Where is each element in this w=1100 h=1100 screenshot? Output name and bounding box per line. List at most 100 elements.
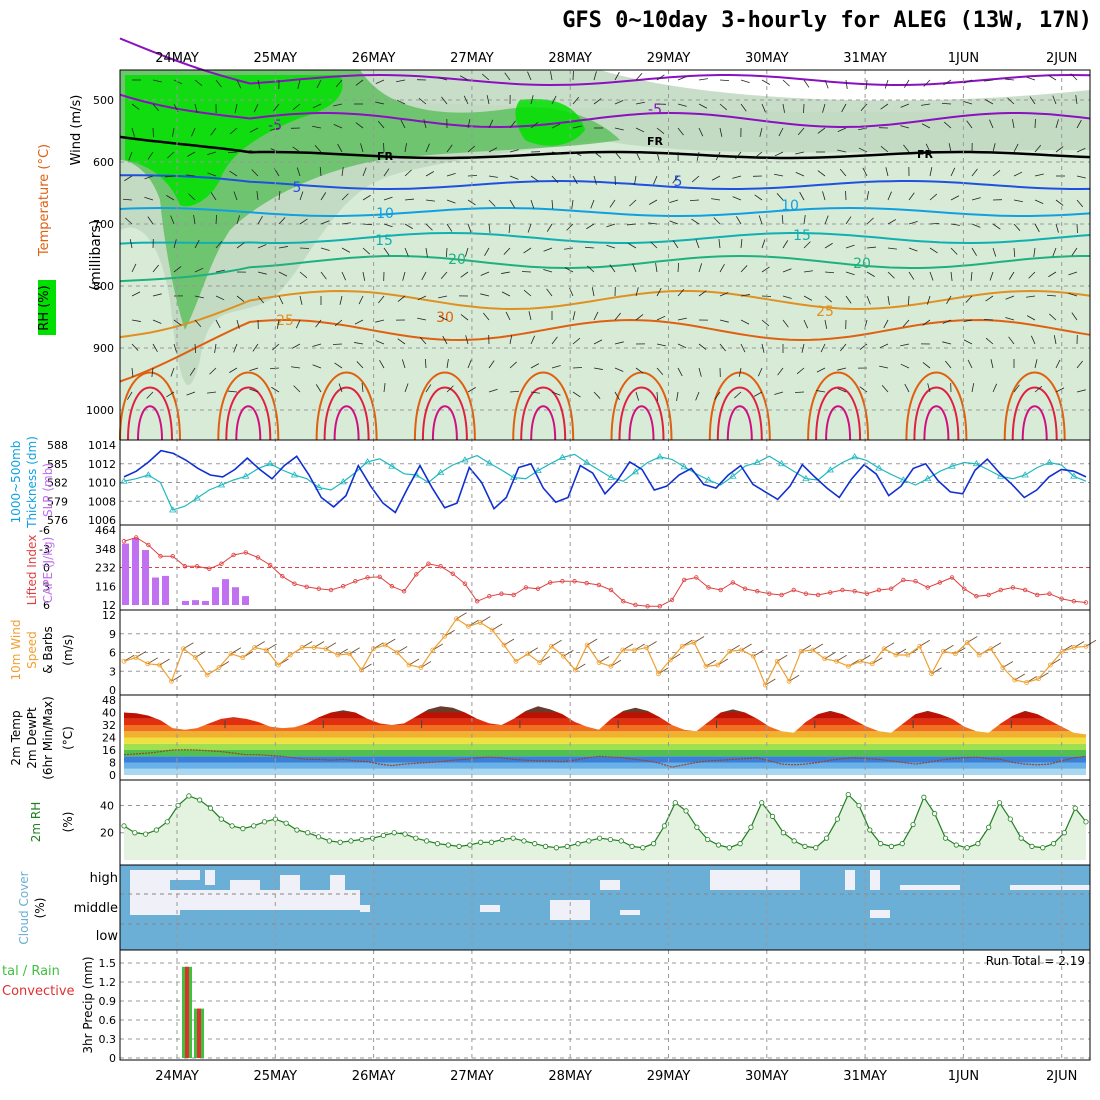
contour-40-loop <box>127 386 173 441</box>
wind-barb <box>900 363 910 369</box>
wind-barb <box>629 199 637 207</box>
wind-barb <box>862 167 868 177</box>
wind-barb <box>593 98 602 105</box>
wind10-marker <box>857 658 863 664</box>
wind-barb <box>754 151 763 158</box>
wind-barb <box>551 391 561 396</box>
axis-label-cloud-1: Cloud Cover <box>17 871 31 944</box>
wind-barb <box>774 173 784 177</box>
wind-barb <box>971 247 977 256</box>
wind10-marker <box>1000 665 1006 670</box>
wind-barb <box>236 319 240 329</box>
wind10-tick-3: 3 <box>109 665 116 678</box>
wind-barb <box>467 145 476 153</box>
wind-barb <box>293 385 301 393</box>
wind-barb <box>278 246 288 249</box>
wind-barb <box>614 367 624 372</box>
wind-barb <box>530 391 540 394</box>
wind-barb <box>761 103 766 113</box>
lifted-index-marker <box>535 586 541 591</box>
wind-barb <box>922 319 931 326</box>
cape-bar <box>192 600 199 605</box>
wind-barb <box>144 196 154 201</box>
contour-label-8: 20 <box>448 252 466 268</box>
rh2m-marker <box>942 835 949 841</box>
wind-barb <box>884 79 889 89</box>
lifted-index-marker <box>474 599 480 604</box>
rh2m-marker <box>996 800 1003 806</box>
wind-barb <box>488 360 495 369</box>
wind-barb <box>207 172 217 177</box>
wind-barb <box>1026 315 1036 321</box>
wind-barb <box>795 151 805 155</box>
freezing-label-2: FR <box>917 148 934 161</box>
wind-barb <box>488 199 496 207</box>
wind-barb <box>711 198 721 201</box>
axis-label-rh2m-2: (%) <box>61 812 75 833</box>
wind10-marker <box>667 657 673 663</box>
wind-barb <box>817 170 826 177</box>
rh2m-marker <box>705 836 711 843</box>
wind-barb <box>774 391 784 395</box>
wind-barb <box>635 287 639 297</box>
wind-barb <box>820 343 826 353</box>
wind-barb <box>1005 295 1015 300</box>
rh2m-marker <box>661 823 668 829</box>
wind-barb <box>122 198 133 201</box>
contour-35-loop <box>413 371 476 441</box>
wind-barb <box>1028 271 1036 279</box>
wind-barb <box>527 71 532 81</box>
wind-barb <box>1013 171 1023 177</box>
wind-barb <box>207 391 217 394</box>
precip-tick-5: 0 <box>109 1052 116 1065</box>
wind10-marker <box>287 652 293 658</box>
thickness-marker <box>850 453 859 460</box>
wind-barb <box>858 147 868 153</box>
wind10-marker <box>335 652 341 658</box>
wind-barb <box>593 391 601 399</box>
wind-barb <box>572 337 581 345</box>
axis-label-thickness-2: Thickness (dm) <box>25 436 39 529</box>
rh-area-90 <box>125 75 343 207</box>
lifted-index-marker <box>742 586 748 591</box>
wind-barb <box>945 360 952 369</box>
wind-barb <box>215 240 223 249</box>
rh2m-marker <box>315 834 322 840</box>
date-label-top-4: 28MAY <box>548 51 592 66</box>
rh2m-marker <box>1018 835 1024 841</box>
wind10-marker <box>145 661 151 667</box>
wind-barb <box>761 239 766 249</box>
wind-barb <box>950 167 956 177</box>
wind-barb <box>948 143 952 153</box>
wind-barb <box>1070 73 1078 81</box>
lifted-index-marker <box>657 604 662 609</box>
thickness-marker <box>583 458 591 465</box>
wind-barb <box>360 143 364 153</box>
axis-label-wind10-2: Speed <box>25 631 39 669</box>
wind-barb <box>590 199 595 209</box>
axis-label-temp2m-3: (6hr Min/Max) <box>41 696 55 780</box>
rh2m-marker <box>888 843 895 849</box>
wind10-tick-0: 12 <box>102 609 116 622</box>
wind-barb <box>677 367 683 377</box>
contour-minus5 <box>119 93 1091 129</box>
wind-barb <box>1034 173 1044 177</box>
thickness-marker <box>802 474 810 482</box>
wind-barb <box>501 291 511 297</box>
wind-barb <box>551 123 561 129</box>
contour-label-9: 20 <box>853 256 871 272</box>
contour-label-3: 5 <box>674 174 683 190</box>
rh2m-marker <box>153 827 160 833</box>
wind-barb <box>278 217 286 225</box>
thickness-tick-1: 585 <box>47 458 68 471</box>
cape-bar <box>162 575 169 605</box>
contour-15 <box>119 231 1091 245</box>
lifted-index-marker <box>255 555 261 560</box>
contour-35-loop <box>905 371 968 441</box>
thickness-marker <box>777 459 786 467</box>
wind-barb <box>397 295 406 302</box>
cape-tick-3: 116 <box>95 580 116 593</box>
run-total-label: Run Total = 2.19 <box>986 954 1085 968</box>
wind-barb <box>152 293 162 297</box>
axis-label-precip-3: 3hr Precip (mm) <box>81 956 95 1053</box>
